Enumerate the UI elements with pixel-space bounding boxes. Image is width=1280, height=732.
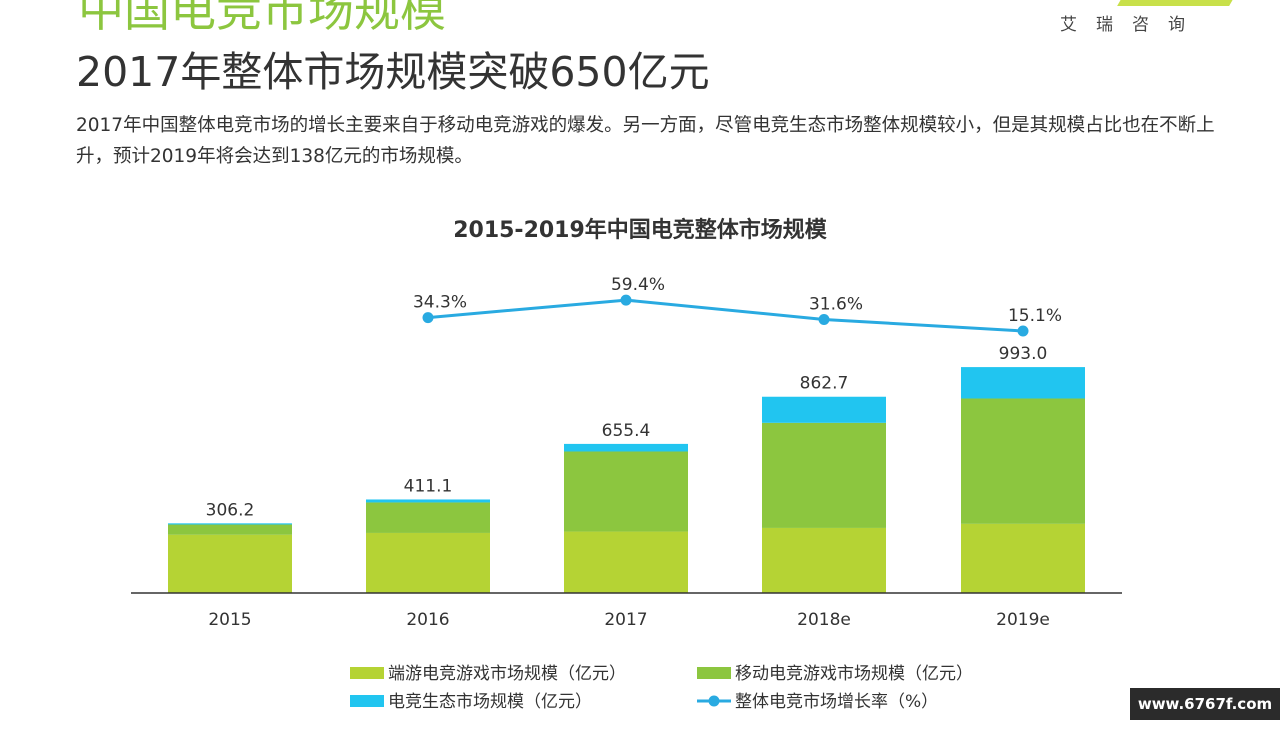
legend-pc-game-swatch bbox=[350, 667, 384, 679]
total-label-2018e: 862.7 bbox=[800, 374, 849, 394]
growth-point-2017 bbox=[620, 294, 632, 306]
legend-pc-game-label: 端游电竞游戏市场规模（亿元） bbox=[388, 664, 626, 684]
growth-point-2016 bbox=[422, 312, 434, 324]
growth-point-2018e bbox=[818, 313, 830, 325]
bar-ecosystem-2019e bbox=[961, 367, 1085, 399]
total-label-2017: 655.4 bbox=[602, 421, 651, 441]
bar-mobile-game-2019e bbox=[961, 398, 1085, 524]
chart-title: 2015-2019年中国电竞整体市场规模 bbox=[453, 217, 828, 243]
growth-rate-line bbox=[427, 298, 1024, 333]
page-headline: 2017年整体市场规模突破650亿元 bbox=[76, 48, 710, 96]
legend-growth-rate-label: 整体电竞市场增长率（%） bbox=[735, 692, 938, 712]
legend-growth-rate-marker bbox=[708, 695, 720, 707]
total-label-2016: 411.1 bbox=[404, 476, 453, 496]
total-label-2015: 306.2 bbox=[206, 500, 255, 520]
x-tick-label-2015: 2015 bbox=[208, 610, 251, 630]
bar-mobile-game-2017 bbox=[564, 451, 688, 532]
growth-label-2017: 59.4% bbox=[611, 275, 665, 295]
bar-mobile-game-2015 bbox=[168, 524, 292, 535]
bar-ecosystem-2016 bbox=[366, 499, 490, 503]
x-tick-label-2018e: 2018e bbox=[797, 610, 851, 630]
bar-pc-game-2016 bbox=[366, 532, 490, 593]
watermark-badge: www.6767f.com bbox=[1130, 688, 1280, 720]
bar-mobile-game-2016 bbox=[366, 502, 490, 533]
growth-point-2019e bbox=[1017, 325, 1029, 337]
growth-label-2016: 34.3% bbox=[413, 293, 467, 313]
description-text: 2017年中国整体电竞市场的增长主要来自于移动电竞游戏的爆发。另一方面，尽管电竞… bbox=[76, 115, 1215, 167]
bar-pc-game-2019e bbox=[961, 523, 1085, 593]
bar-ecosystem-2018e bbox=[762, 396, 886, 423]
bar-pc-game-2015 bbox=[168, 534, 292, 593]
legend-mobile-game-swatch bbox=[697, 667, 731, 679]
bar-pc-game-2018e bbox=[762, 527, 886, 593]
legend-ecosystem-label: 电竞生态市场规模（亿元） bbox=[388, 692, 592, 712]
x-tick-label-2017: 2017 bbox=[604, 610, 647, 630]
section-title: 中国电竞市场规模 bbox=[78, 0, 446, 37]
x-tick-label-2016: 2016 bbox=[406, 610, 449, 630]
brand-logo-text: 艾瑞咨询 bbox=[1060, 15, 1204, 35]
total-label-2019e: 993.0 bbox=[999, 344, 1048, 364]
bar-pc-game-2017 bbox=[564, 531, 688, 593]
x-tick-label-2019e: 2019e bbox=[996, 610, 1050, 630]
legend-mobile-game-label: 移动电竞游戏市场规模（亿元） bbox=[735, 664, 973, 684]
growth-label-2018e: 31.6% bbox=[809, 294, 863, 314]
bar-ecosystem-2017 bbox=[564, 443, 688, 452]
bar-ecosystem-2015 bbox=[168, 523, 292, 525]
legend-ecosystem-swatch bbox=[350, 695, 384, 707]
bar-mobile-game-2018e bbox=[762, 422, 886, 528]
growth-label-2019e: 15.1% bbox=[1008, 306, 1062, 326]
